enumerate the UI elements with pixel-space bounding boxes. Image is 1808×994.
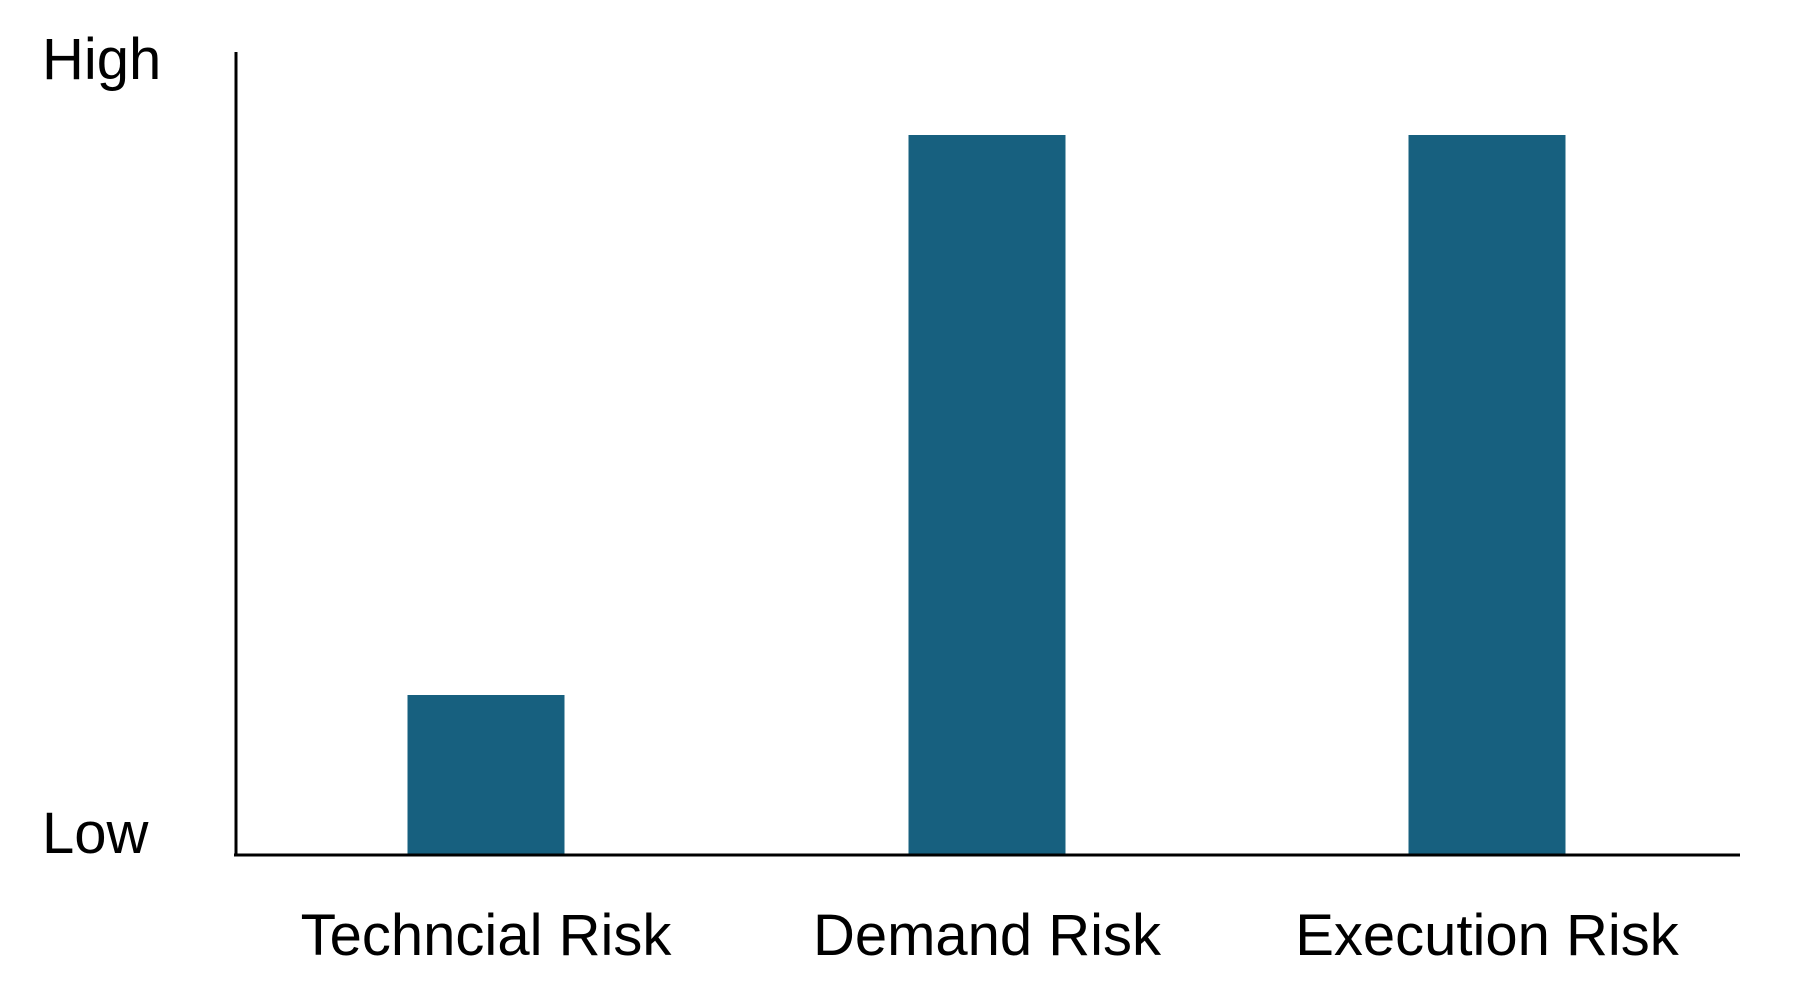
x-tick-label-execution-risk: Execution Risk bbox=[1295, 903, 1680, 968]
bar-execution-risk bbox=[1408, 135, 1566, 855]
bars-group bbox=[407, 135, 1566, 855]
x-tick-labels-group: Techncial Risk Demand Risk Execution Risk bbox=[301, 903, 1680, 968]
y-tick-label-high: High bbox=[42, 27, 161, 92]
x-tick-label-techncial-risk: Techncial Risk bbox=[301, 903, 673, 968]
x-tick-label-demand-risk: Demand Risk bbox=[813, 903, 1162, 968]
y-tick-label-low: Low bbox=[42, 801, 150, 866]
bar-demand-risk bbox=[908, 135, 1066, 855]
bar-techncial-risk bbox=[407, 695, 565, 855]
